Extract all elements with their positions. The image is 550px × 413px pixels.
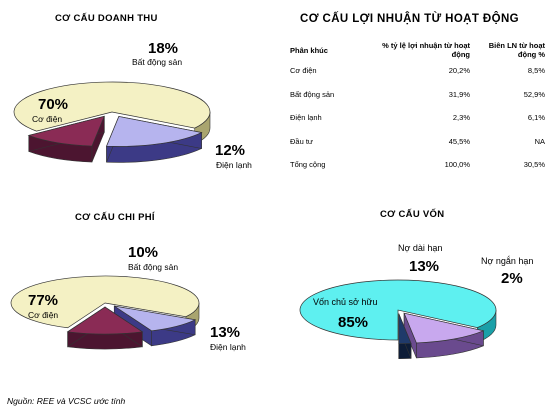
- profit-table: Phân khúc % tỷ lệ lợi nhuận từ hoạt động…: [290, 41, 545, 177]
- table-cell: 30,5%: [523, 160, 545, 170]
- cost-bds-label: Bất động sản: [128, 262, 179, 272]
- pie-slice-von-chu-so-huu: [299, 279, 497, 341]
- table-row: Đầu tư 45,5% NA: [290, 130, 545, 154]
- table-cell: 52,9%: [523, 89, 545, 99]
- capital-nodaihan-label: Nợ dài hạn: [398, 243, 443, 253]
- revenue-codien-percent: 70%: [38, 96, 69, 113]
- cost-pie: [10, 275, 200, 350]
- pie-slice-co-dien: [10, 275, 200, 329]
- table-row: Bất động sản 31,9% 52,9%: [290, 83, 545, 107]
- pie-slice-bat-dong-san: [106, 116, 203, 147]
- column-header: Phân khúc: [290, 45, 328, 55]
- capital-nodaihan-percent: 13%: [409, 258, 440, 275]
- pie-slice-co-dien: [13, 81, 211, 132]
- pie-slice-no-ngan-han: [398, 313, 412, 345]
- table-cell: 6,1%: [527, 113, 545, 123]
- profit-table-header: Phân khúc % tỷ lệ lợi nhuận từ hoạt động…: [290, 41, 545, 59]
- pie-slice-bat-dong-san: [114, 305, 197, 332]
- table-cell: Cơ điện: [290, 66, 317, 76]
- table-cell: Đầu tư: [290, 136, 313, 146]
- revenue-chart-title: CƠ CẤU DOANH THU: [55, 13, 158, 24]
- revenue-dienlanh-label: Điện lạnh: [216, 160, 252, 170]
- source-note: Nguồn: REE và VCSC ước tính: [7, 396, 126, 406]
- capital-vonchu-percent: 85%: [338, 314, 369, 331]
- profit-table-title: CƠ CẤU LỢI NHUẬN TỪ HOẠT ĐỘNG: [300, 13, 519, 25]
- cost-dienlanh-label: Điện lạnh: [210, 342, 246, 352]
- table-cell: 20,2%: [448, 66, 470, 76]
- column-header: % tỷ lệ lợi nhuận từ hoạt động: [382, 41, 470, 59]
- revenue-pie: [13, 81, 211, 163]
- table-cell: 2,3%: [452, 113, 470, 123]
- table-cell: 100,0%: [444, 160, 470, 170]
- pie-slice-no-dai-han: [403, 312, 485, 344]
- table-cell: Điện lạnh: [290, 113, 322, 123]
- cost-codien-label: Cơ điện: [28, 310, 59, 320]
- table-cell: Tổng cộng: [290, 160, 326, 170]
- capital-chart-title: CƠ CẤU VỐN: [380, 209, 445, 220]
- table-cell: Bất động sản: [290, 89, 335, 99]
- revenue-bds-percent: 18%: [148, 40, 179, 57]
- table-cell: 8,5%: [527, 66, 545, 76]
- table-cell: NA: [534, 136, 545, 146]
- capital-vonchu-label: Vốn chủ sở hữu: [313, 297, 378, 307]
- table-row: Điện lạnh 2,3% 6,1%: [290, 106, 545, 130]
- capital-nonganhan-label: Nợ ngắn hạn: [481, 256, 534, 266]
- revenue-dienlanh-percent: 12%: [215, 142, 246, 159]
- table-cell: 31,9%: [448, 89, 470, 99]
- revenue-bds-label: Bất động sản: [132, 57, 183, 67]
- cost-dienlanh-percent: 13%: [210, 324, 241, 341]
- pie-slice-dien-lanh: [27, 115, 105, 147]
- capital-pie: [299, 279, 497, 359]
- table-cell: 45,5%: [448, 136, 470, 146]
- cost-codien-percent: 77%: [28, 292, 59, 309]
- table-row: Tổng cộng 100,0% 30,5%: [290, 153, 545, 177]
- revenue-codien-label: Cơ điện: [32, 114, 63, 124]
- cost-chart-title: CƠ CẤU CHI PHÍ: [75, 212, 155, 223]
- table-row: Cơ điện 20,2% 8,5%: [290, 59, 545, 83]
- pie-slice-dien-lanh: [66, 306, 144, 335]
- capital-nonganhan-percent: 2%: [501, 270, 523, 287]
- column-header: Biên LN từ hoạt động %: [488, 41, 545, 59]
- cost-bds-percent: 10%: [128, 244, 159, 261]
